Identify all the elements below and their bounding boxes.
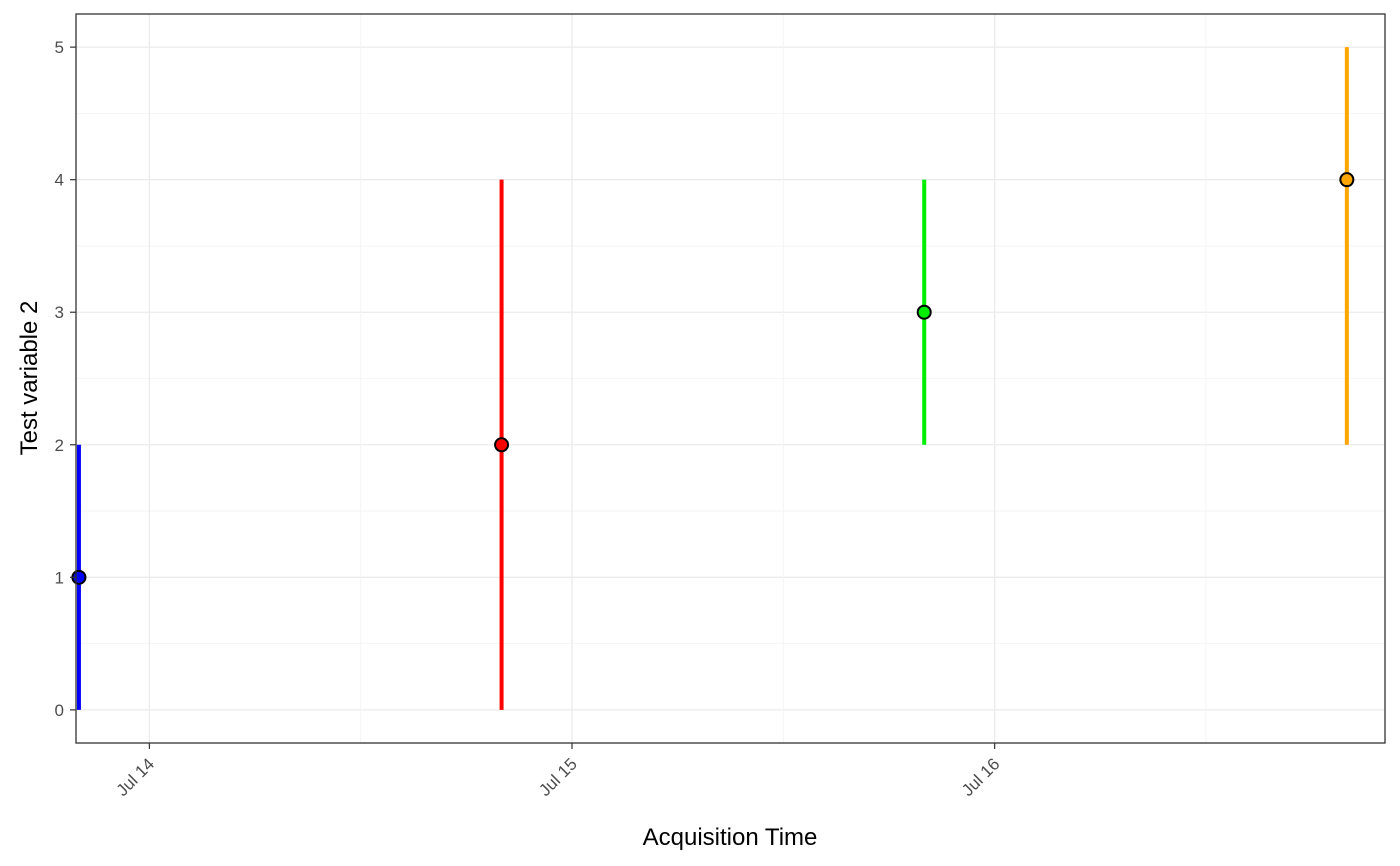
y-tick-label: 3: [55, 303, 64, 322]
y-tick-label: 0: [55, 701, 64, 720]
x-axis-title: Acquisition Time: [643, 824, 818, 851]
data-point: [916, 304, 932, 320]
y-tick-label: 5: [55, 38, 64, 57]
grid: [76, 14, 1385, 743]
x-tick-label: Jul 15: [535, 754, 581, 800]
plot-border: [75, 13, 1386, 744]
y-tick-label: 4: [55, 171, 64, 190]
y-axis-title: Test variable 2: [16, 301, 43, 456]
x-tick-label: Jul 14: [113, 754, 159, 800]
data-point: [494, 437, 510, 453]
y-tick-label: 1: [55, 568, 64, 587]
data-point: [1339, 172, 1355, 188]
x-tick-label: Jul 16: [958, 754, 1004, 800]
y-tick-label: 2: [55, 436, 64, 455]
